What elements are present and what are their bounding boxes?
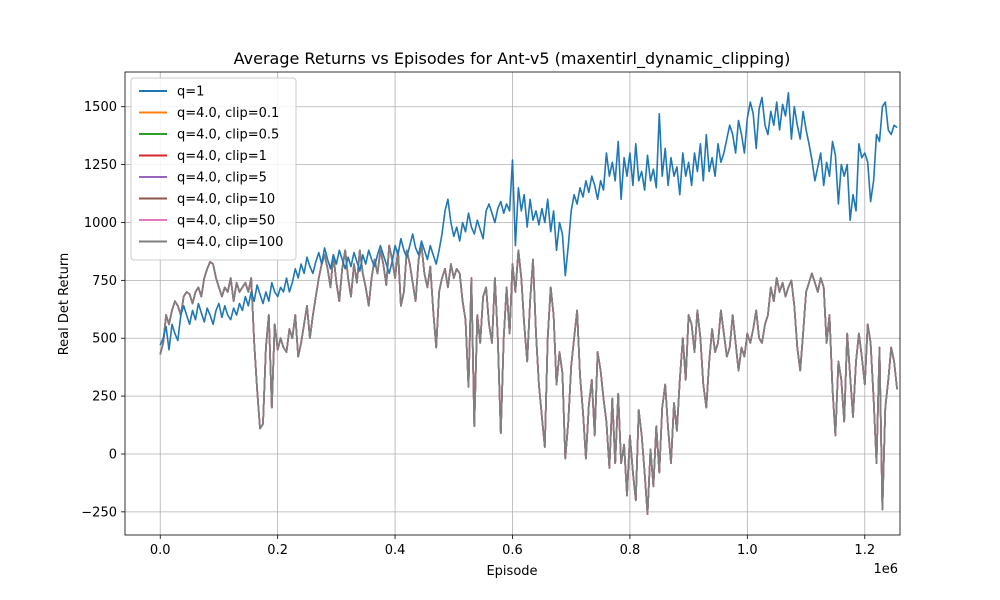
y-tick-label: 1250	[84, 158, 117, 173]
x-tick-label: 0.0	[150, 543, 171, 558]
legend-box	[130, 77, 297, 261]
x-axis-label: Episode	[486, 564, 537, 579]
chart-title: Average Returns vs Episodes for Ant-v5 (…	[234, 49, 791, 69]
series-line-q-1	[159, 92, 898, 351]
y-tick-label: −250	[81, 505, 117, 520]
y-axis-label: Real Det Return	[57, 253, 72, 356]
legend-entry: q=4.0, clip=1	[177, 149, 267, 164]
x-axis-offset-label: 1e6	[873, 562, 898, 577]
legend-entry: q=4.0, clip=5	[177, 171, 267, 186]
legend-entry: q=4.0, clip=100	[177, 235, 283, 250]
series-layer	[159, 92, 898, 515]
x-tick-label: 1.0	[737, 543, 758, 558]
legend-entry: q=4.0, clip=0.1	[177, 106, 279, 121]
x-tick-label: 0.8	[620, 543, 641, 558]
legend-entry: q=4.0, clip=50	[177, 214, 275, 229]
y-tick-label: 750	[92, 274, 117, 289]
x-tick-label: 0.2	[267, 543, 288, 558]
legend: q=1 q=4.0, clip=0.1 q=4.0, clip=0.5 q=4.0, …	[130, 77, 297, 261]
series-line-q-4-0-clip-100	[159, 244, 898, 515]
y-tick-label: 1000	[84, 216, 117, 231]
y-tick-label: 500	[92, 332, 117, 347]
y-tick-label: 0	[109, 447, 117, 462]
legend-entry: q=4.0, clip=0.5	[177, 128, 279, 143]
x-tick-label: 1.2	[854, 543, 875, 558]
x-tick-label: 0.6	[502, 543, 523, 558]
legend-entry: q=1	[177, 85, 204, 100]
y-tick-label: 250	[92, 390, 117, 405]
legend-entry: q=4.0, clip=10	[177, 192, 275, 207]
y-tick-label: 1500	[84, 100, 117, 115]
x-tick-label: 0.4	[385, 543, 406, 558]
ticks: 0.0 0.2 0.4 0.6 0.8 1.0 1.2 −250 0 250 500 750 1000 1…	[81, 100, 875, 558]
